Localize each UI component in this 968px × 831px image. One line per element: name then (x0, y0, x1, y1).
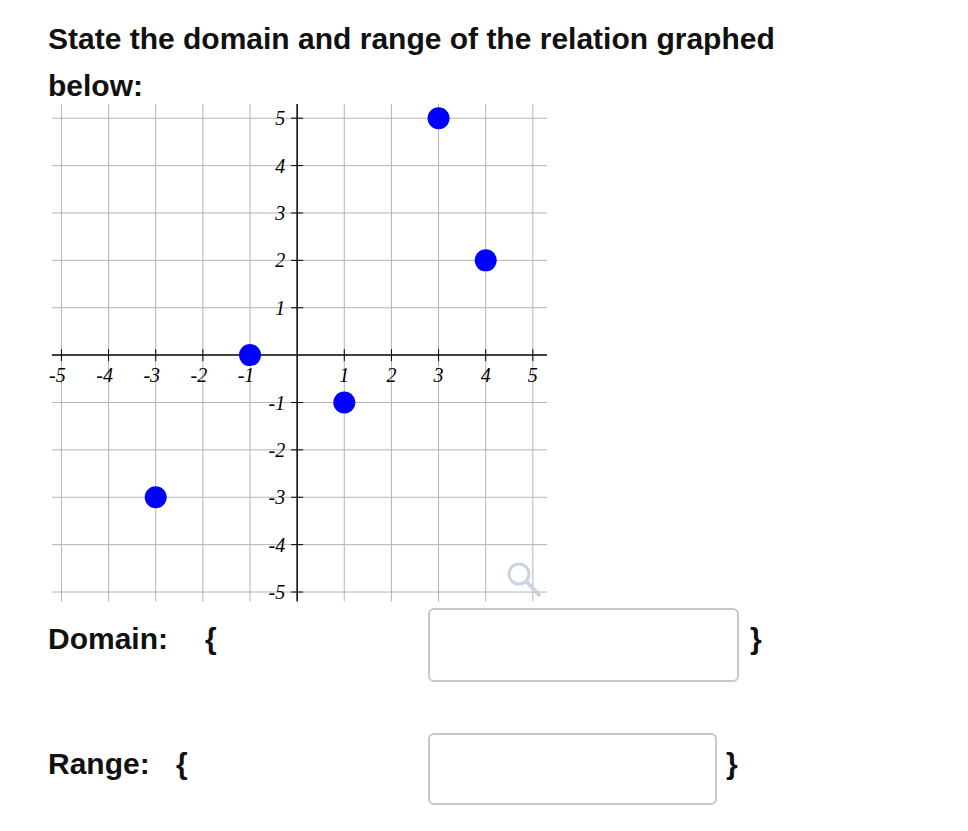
tick-label-x: -5 (49, 364, 66, 386)
answer-label: Domain: (48, 622, 168, 656)
tick-y (291, 592, 303, 593)
tick-x (202, 349, 203, 361)
tick-label-x: 2 (386, 364, 396, 386)
tick-label-y: -5 (268, 581, 285, 603)
grid-line-y (52, 592, 547, 593)
tick-label-x: 4 (481, 364, 491, 386)
tick-label-x: -1 (238, 364, 255, 386)
brace: } (750, 622, 762, 656)
tick-y (291, 544, 303, 545)
tick-label-x: 1 (339, 364, 349, 386)
tick-label-x: -4 (96, 364, 113, 386)
tick-label-x: 3 (433, 364, 444, 386)
grid-line-x (391, 104, 392, 602)
point (475, 249, 497, 271)
tick-x (391, 349, 392, 361)
brace: { (176, 747, 188, 781)
tick-label-y: 4 (275, 155, 285, 177)
tick-label-y: -1 (268, 392, 285, 414)
zoom-lens (509, 564, 529, 584)
tick-label-y: 5 (275, 107, 285, 129)
tick-y (291, 212, 303, 213)
tick-x (532, 349, 533, 361)
grid-line-x (532, 104, 533, 602)
grid-line-x (61, 104, 62, 602)
tick-y (291, 165, 303, 166)
tick-label-y: -2 (268, 439, 285, 461)
grid-line-x (202, 104, 203, 602)
question-text: below: (48, 69, 143, 103)
tick-label-y: -4 (268, 534, 285, 556)
tick-y (291, 260, 303, 261)
answer-input[interactable] (428, 733, 717, 805)
tick-y (291, 307, 303, 308)
tick-label-y: -3 (268, 486, 285, 508)
grid-line-y (52, 402, 547, 403)
tick-x (485, 349, 486, 361)
tick-label-x: -3 (143, 364, 160, 386)
grid-line-y (52, 212, 547, 213)
grid-line-y (52, 497, 547, 498)
tick-x (108, 349, 109, 361)
tick-label-y: 2 (275, 249, 285, 271)
grid-line-x (438, 104, 439, 602)
point (428, 107, 450, 129)
grid-line-y (52, 260, 547, 261)
point (145, 486, 167, 508)
tick-label-x: 5 (528, 364, 538, 386)
point (239, 344, 261, 366)
tick-x (344, 349, 345, 361)
chart: -5 -4 -3 -2 -1 1 2 3 4 5 -5 -4 -3 -2 -1 1 2 3 4 5 (0, 0, 968, 831)
grid-line-x (108, 104, 109, 602)
question-text: State the domain and range of the relati… (48, 22, 775, 56)
grid-line-y (52, 544, 547, 545)
tick-label-y: 1 (275, 297, 285, 319)
answer-input[interactable] (428, 608, 739, 682)
tick-y (291, 118, 303, 119)
answer-label: Range: (48, 747, 150, 781)
grid-line-x (344, 104, 345, 602)
brace: { (205, 622, 217, 656)
grid-line-x (155, 104, 156, 602)
grid-line-y (52, 449, 547, 450)
grid-line-y (52, 165, 547, 166)
point (333, 392, 355, 414)
tick-y (291, 402, 303, 403)
x-axis (52, 354, 547, 356)
tick-label-x: -2 (191, 364, 208, 386)
points (145, 107, 497, 508)
zoom-icon[interactable] (509, 564, 540, 596)
tick-y (291, 449, 303, 450)
tick-x (155, 349, 156, 361)
grid-line-y (52, 307, 547, 308)
tick-label-y: 3 (274, 202, 285, 224)
tick-x (438, 349, 439, 361)
grid-line-x (485, 104, 486, 602)
zoom-handle (527, 582, 540, 596)
grid-line-y (52, 118, 547, 119)
tick-y (291, 497, 303, 498)
tick-x (61, 349, 62, 361)
y-axis (296, 104, 298, 602)
brace: } (726, 747, 738, 781)
